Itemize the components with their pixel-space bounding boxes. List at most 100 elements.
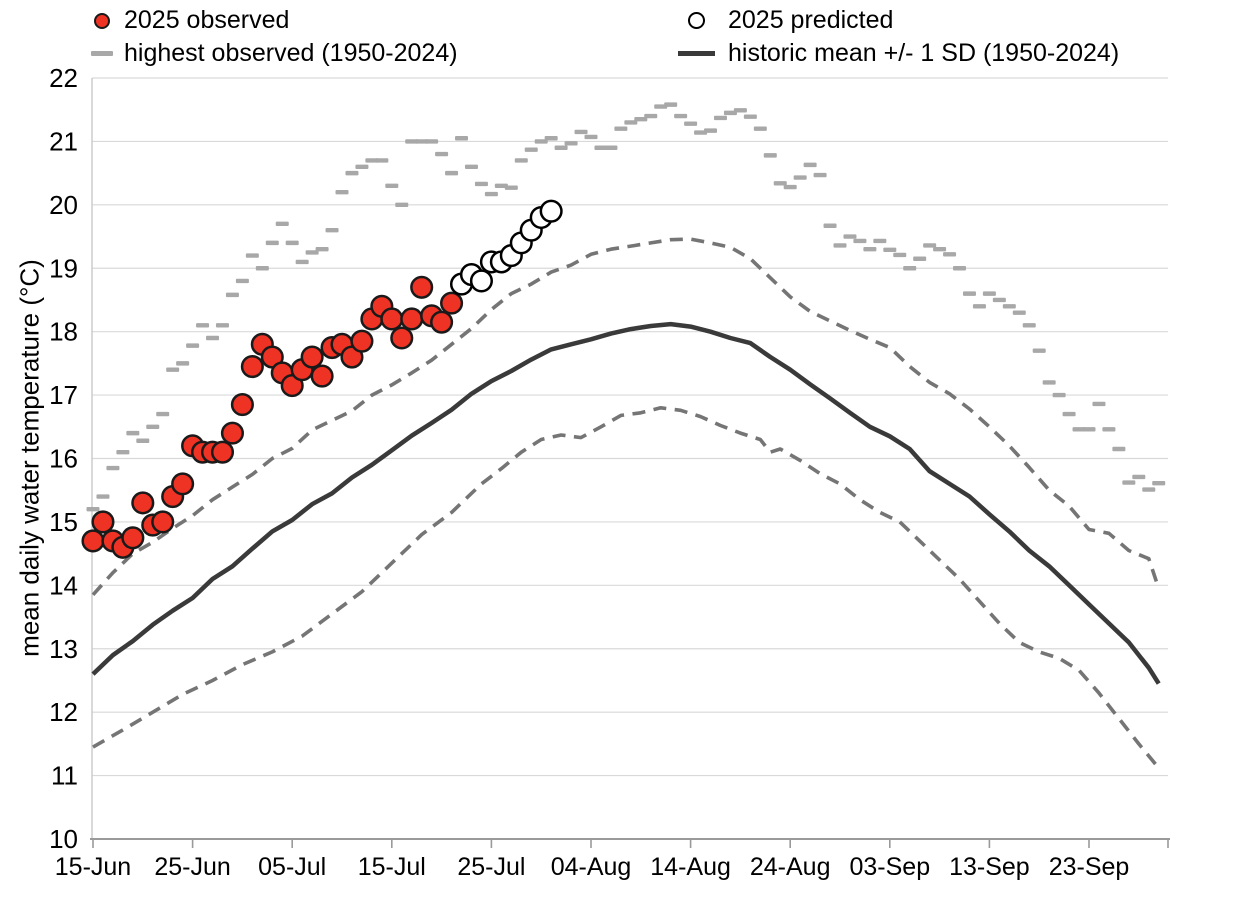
highest-observed-dash: [1032, 348, 1046, 353]
highest-observed-dash: [684, 121, 698, 126]
y-tick-label: 13: [49, 634, 78, 664]
y-axis-title: mean daily water temperature (°C): [14, 259, 45, 657]
highest-observed-dash: [962, 291, 976, 296]
x-tick-label: 04-Aug: [551, 853, 632, 881]
highest-observed-dash: [893, 252, 907, 258]
y-tick-label: 15: [49, 507, 78, 537]
observed-point: [151, 510, 175, 534]
highest-observed-dash: [783, 184, 797, 190]
x-tick-label: 25-Jun: [154, 853, 230, 881]
y-tick-label: 17: [49, 380, 78, 410]
observed-point: [121, 526, 145, 550]
highest-observed-dash: [295, 259, 309, 265]
highest-observed-dash: [196, 323, 210, 328]
highest-observed-dash: [96, 494, 110, 499]
highest-observed-dash: [544, 136, 558, 141]
legend-right-column: 2025 predicted historic mean +/- 1 SD (1…: [668, 6, 1119, 68]
y-tick-label: 21: [49, 126, 78, 156]
highest-observed-dash: [425, 139, 439, 144]
observed-point: [390, 326, 414, 350]
highest-observed-dash: [385, 183, 399, 189]
highest-observed-dash: [793, 175, 807, 180]
observed-dot-icon: [94, 12, 110, 29]
highest-observed-dash: [186, 343, 200, 348]
observed-point: [230, 393, 254, 417]
observed-point: [91, 510, 115, 534]
highest-observed-dash: [176, 361, 190, 366]
legend-item-2025-observed: 2025 observed: [84, 6, 458, 35]
highest-observed-dash: [694, 130, 708, 135]
highest-observed-dash: [992, 297, 1006, 303]
highest-observed-dash: [315, 247, 329, 252]
x-tick-label: 15-Jun: [55, 853, 131, 881]
mean-plus-1sd-curve: [91, 237, 1161, 597]
observed-point: [220, 421, 244, 445]
highest-observed-dash: [833, 243, 847, 248]
highest-observed-dash: [1102, 427, 1116, 432]
legend-label-observed: 2025 observed: [124, 6, 290, 34]
highest-observed-dash: [574, 129, 588, 135]
observed-point: [210, 440, 235, 464]
observed-point: [131, 491, 155, 515]
observed-point: [350, 329, 374, 353]
highest-observed-dash: [604, 145, 618, 150]
highest-observed-dash: [355, 164, 369, 169]
highest-observed-dash: [265, 240, 279, 246]
observed-point: [440, 291, 464, 315]
y-tick-label: 19: [49, 253, 78, 283]
highest-observed-dash: [584, 134, 598, 140]
legend-left-column: 2025 observed highest observed (1950-202…: [84, 6, 458, 68]
observed-point: [410, 275, 434, 299]
highest-observed-dash: [1142, 487, 1156, 492]
highest-observed-dash: [943, 252, 957, 257]
highest-observed-dash: [1012, 310, 1026, 315]
legend-label-mean-sd: historic mean +/- 1 SD (1950-2024): [728, 39, 1120, 67]
highest-observed-dash: [1002, 304, 1016, 309]
highest-observed-dash: [534, 139, 548, 144]
highest-observed-dash: [126, 430, 140, 436]
highest-observed-dash: [654, 104, 668, 109]
x-tick-label: 23-Sep: [1049, 853, 1130, 881]
observed-point: [430, 310, 454, 334]
highest-observed-dash: [982, 291, 996, 296]
highest-observed-dash: [843, 234, 857, 239]
highest-observed-dash: [455, 136, 469, 141]
observed-point: [300, 345, 324, 369]
y-tick-label: 18: [49, 317, 78, 347]
highest-observed-dash: [1152, 481, 1166, 486]
highest-observed-dash: [823, 223, 837, 228]
highest-observed-dash: [146, 424, 160, 429]
highest-observed-dash: [933, 247, 947, 252]
highest-observed-dash: [524, 147, 538, 152]
highest-observed-dash: [106, 465, 120, 471]
highest-observed-dash: [733, 108, 747, 113]
highest-observed-dash: [166, 367, 180, 372]
highest-observed-dash: [494, 183, 508, 189]
highest-observed-dash: [773, 181, 787, 186]
highest-observed-dash: [723, 110, 737, 116]
highest-observed-dash: [1082, 427, 1096, 432]
predicted-point: [469, 269, 493, 293]
legend-item-historic-mean: historic mean +/- 1 SD (1950-2024): [668, 39, 1119, 68]
highest-observed-dash: [345, 170, 359, 176]
y-tick-label: 12: [49, 697, 78, 727]
x-tick-label: 15-Jul: [358, 853, 426, 881]
highest-observed-dash: [225, 292, 239, 298]
highest-observed-dash: [743, 114, 757, 119]
highest-observed-dash: [275, 221, 289, 227]
highest-observed-dash: [873, 238, 887, 244]
highest-observed-dash: [554, 145, 568, 150]
highest-observed-dash: [335, 189, 349, 195]
highest-observed-dash: [644, 113, 658, 119]
highest-observed-dash: [1062, 411, 1076, 417]
highest-observed-dash: [664, 102, 678, 107]
highest-observed-dash: [713, 115, 727, 121]
observed-point: [171, 472, 195, 496]
highest-observed-dash: [813, 172, 827, 178]
highest-observed-dash: [365, 158, 379, 163]
highest-observed-dash: [206, 335, 220, 341]
highest-observed-dash: [953, 266, 967, 271]
highest-observed-dash: [913, 256, 927, 261]
highest-observed-dash: [1022, 323, 1036, 328]
